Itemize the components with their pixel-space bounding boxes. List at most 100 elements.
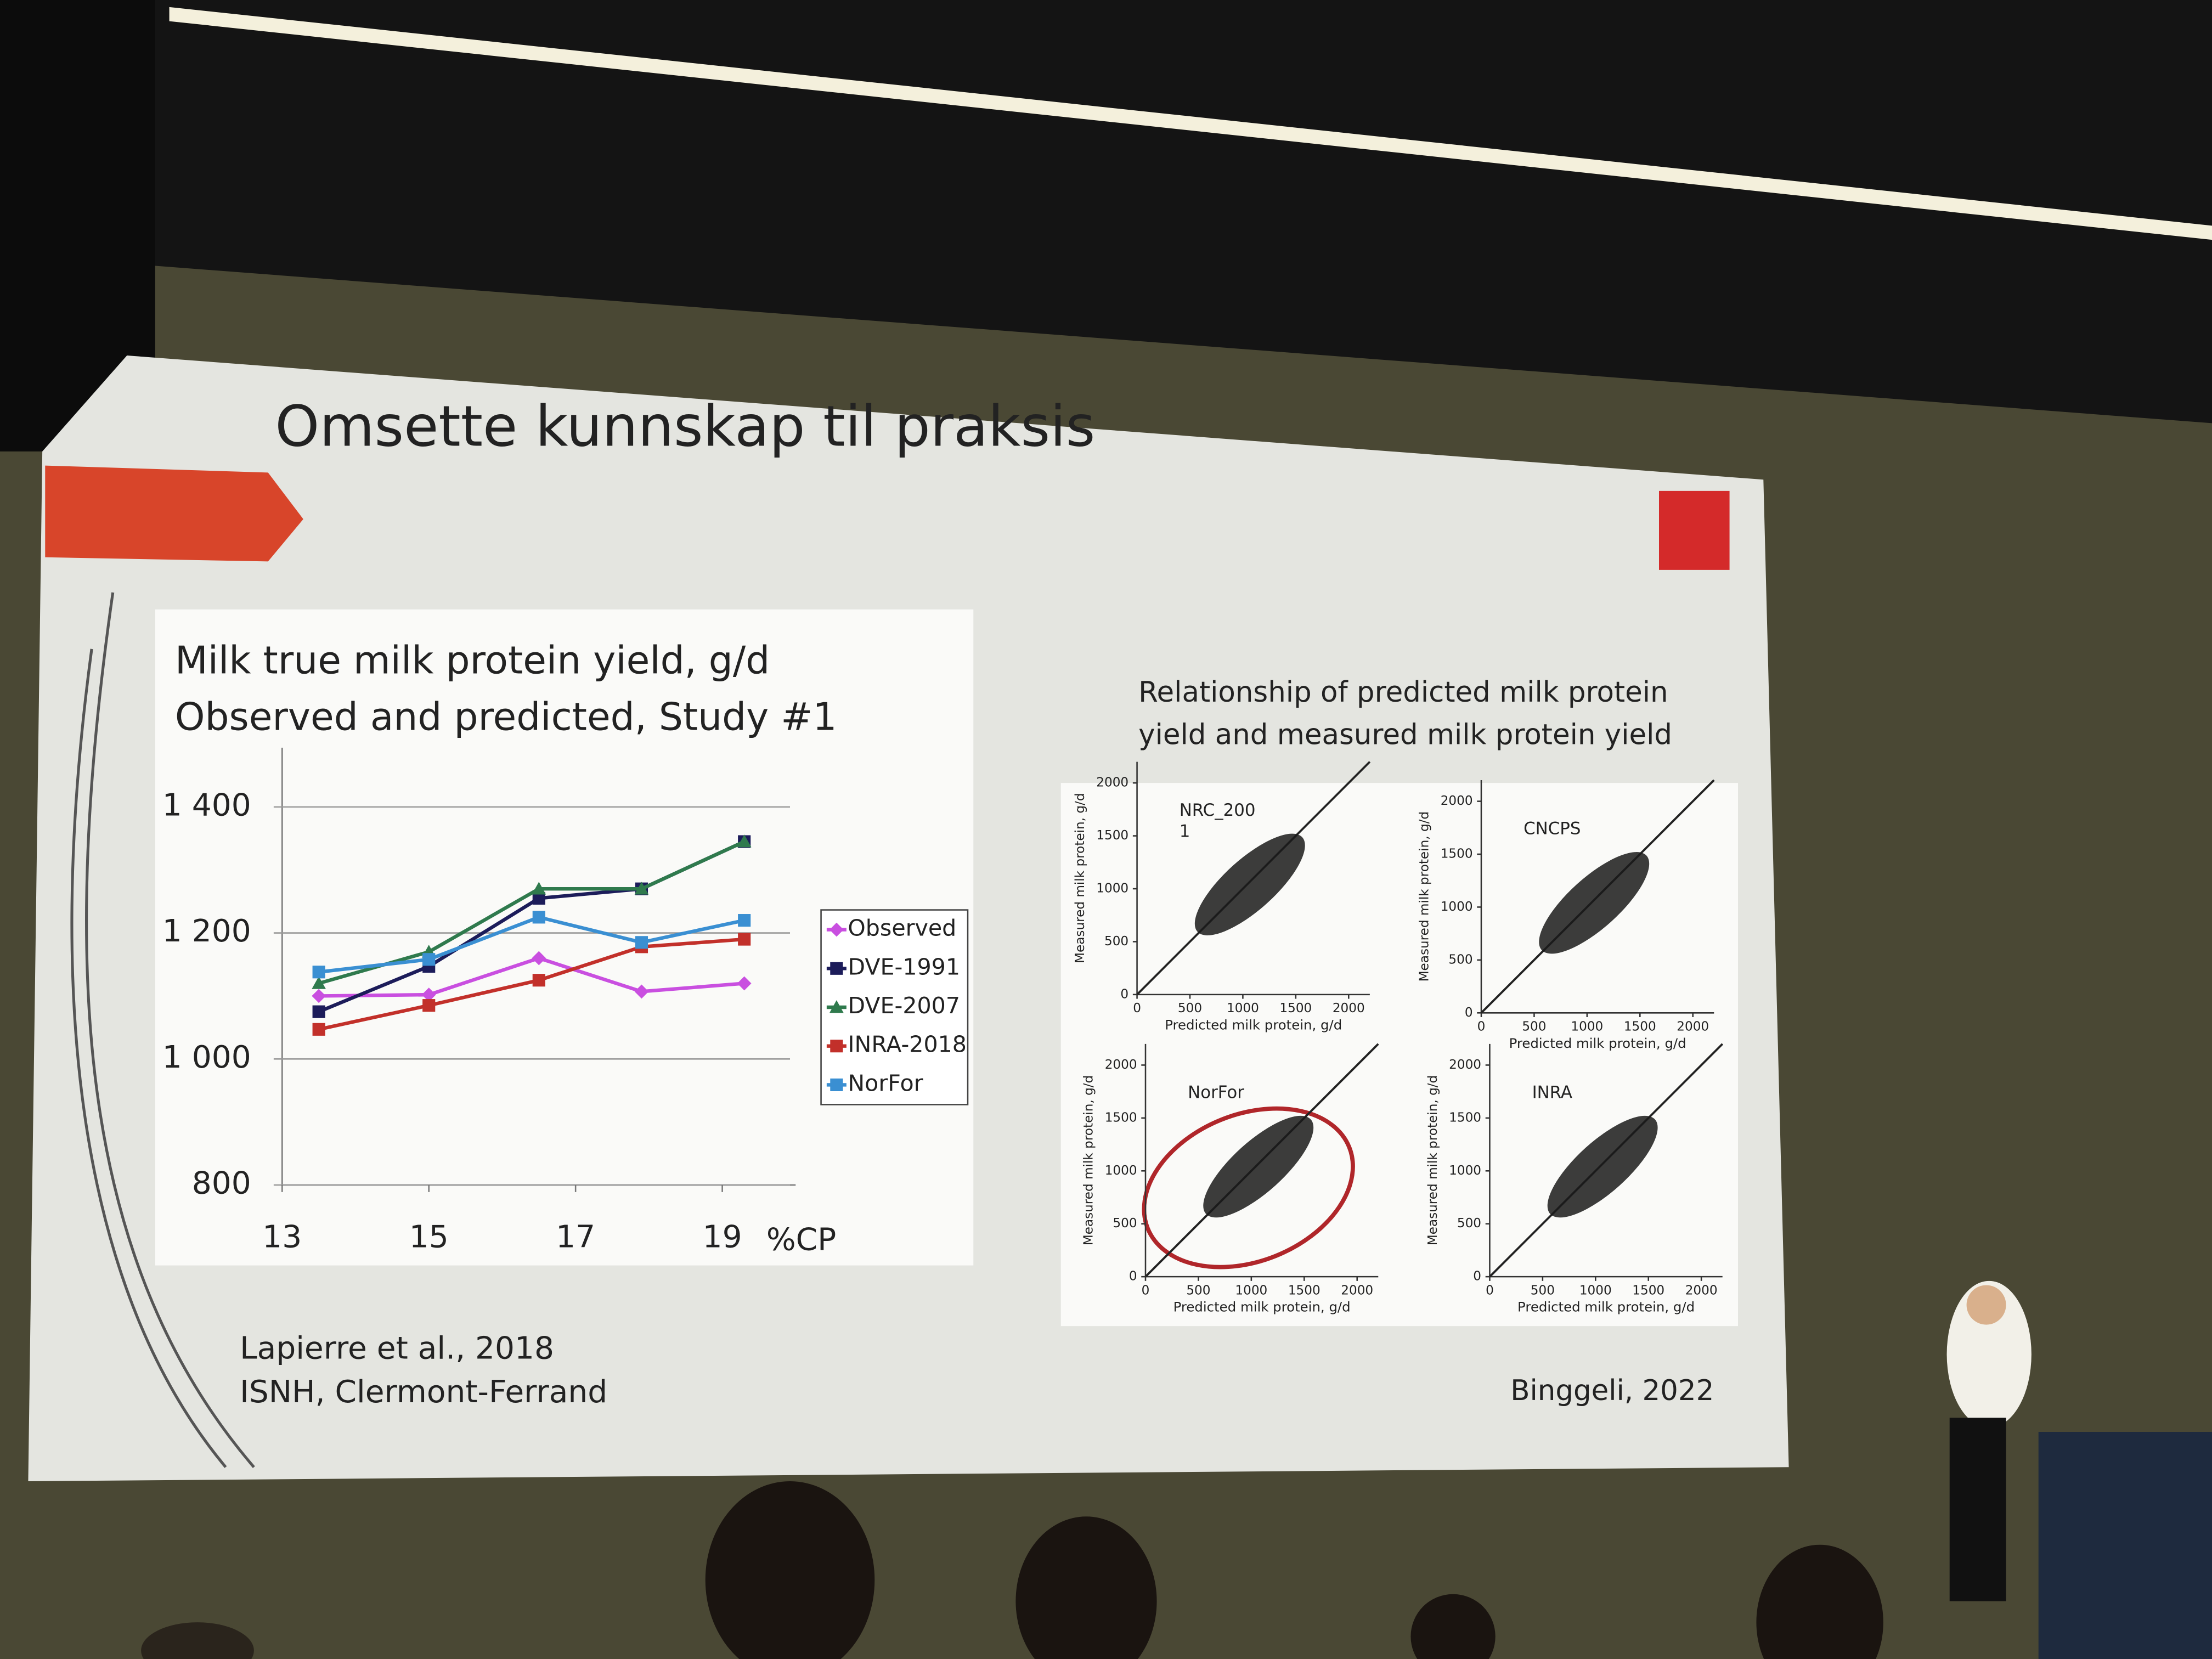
right-title: yield and measured milk protein yield (1138, 718, 1672, 751)
marker (312, 966, 325, 979)
marker (312, 1023, 325, 1036)
y-tick-label: 500 (1113, 1216, 1137, 1231)
legend-label: Observed (848, 915, 956, 941)
y-tick-label: 1 200 (162, 913, 251, 949)
ceiling-light (169, 7, 2212, 240)
y-tick-label: 0 (1129, 1269, 1137, 1284)
y-axis-label: Measured milk protein, g/d (1073, 793, 1087, 963)
y-tick-label: 2000 (1441, 794, 1473, 808)
marker (422, 999, 436, 1012)
y-tick-label: 1 000 (162, 1039, 251, 1075)
marker (738, 933, 751, 946)
y-tick-label: 1000 (1096, 882, 1128, 896)
y-tick-label: 0 (1120, 987, 1128, 1001)
x-tick-label: 19 (703, 1218, 742, 1255)
marker (830, 1078, 843, 1091)
marker (738, 914, 751, 927)
y-tick-label: 500 (1104, 934, 1128, 949)
y-tick-label: 1500 (1105, 1110, 1137, 1125)
legend-label: NorFor (848, 1070, 923, 1096)
x-tick-label: 500 (1531, 1283, 1555, 1297)
x-tick-label: 1500 (1279, 1001, 1312, 1015)
audience (705, 1481, 875, 1659)
y-axis-label: Measured milk protein, g/d (1426, 1075, 1440, 1245)
panel-title: INRA (1532, 1082, 1572, 1102)
x-tick-label: 0 (1486, 1283, 1494, 1297)
marker (634, 882, 649, 895)
marker (830, 962, 843, 975)
marker (532, 891, 545, 905)
slide-decoration (70, 592, 255, 1468)
chart-title: Milk true milk protein yield, g/d (175, 639, 770, 683)
y-tick-label: 1500 (1449, 1110, 1481, 1125)
podium (2038, 1432, 2212, 1659)
y-tick-label: 500 (1457, 1216, 1481, 1231)
x-tick-label: 1000 (1227, 1001, 1259, 1015)
ceiling (0, 0, 2212, 424)
x-tick-label: 13 (262, 1218, 302, 1255)
marker (830, 1040, 843, 1053)
x-tick-label: 500 (1522, 1020, 1546, 1034)
source: ISNH, Clermont-Ferrand (240, 1374, 607, 1410)
marker (532, 882, 546, 895)
x-tick-label: 1500 (1288, 1283, 1321, 1297)
audience (1410, 1594, 1496, 1659)
x-tick-label: 1000 (1579, 1283, 1612, 1297)
presenter-legs (1949, 1418, 2006, 1601)
marker (737, 834, 752, 848)
logo (1659, 490, 1730, 570)
x-axis-label: Predicted milk protein, g/d (1173, 1299, 1351, 1315)
y-tick-label: 800 (192, 1165, 251, 1201)
x-tick-label: 0 (1477, 1020, 1486, 1034)
presenter-head (1966, 1285, 2006, 1325)
y-tick-label: 1000 (1105, 1164, 1137, 1178)
x-tick-label: 1500 (1624, 1020, 1656, 1034)
marker (532, 911, 545, 924)
y-tick-label: 2000 (1105, 1058, 1137, 1072)
point-cloud (1203, 1115, 1314, 1218)
x-axis-label: %CP (766, 1221, 836, 1257)
y-tick-label: 500 (1448, 952, 1472, 967)
marker (312, 989, 326, 1003)
y-tick-label: 2000 (1449, 1058, 1481, 1072)
legend-label: DVE-1991 (848, 953, 960, 980)
marker (312, 1005, 325, 1018)
y-tick-label: 1500 (1096, 828, 1128, 843)
source: Binggeli, 2022 (1510, 1374, 1714, 1407)
audience (1756, 1544, 1883, 1659)
x-axis-label: Predicted milk protein, g/d (1509, 1035, 1686, 1051)
x-tick-label: 500 (1186, 1283, 1210, 1297)
legend-label: DVE-2007 (848, 992, 960, 1019)
y-tick-label: 1000 (1441, 900, 1473, 914)
source: Lapierre et al., 2018 (240, 1330, 554, 1366)
point-cloud (1539, 852, 1650, 954)
y-tick-label: 1500 (1441, 847, 1473, 861)
x-tick-label: 1000 (1571, 1020, 1603, 1034)
point-cloud (1547, 1115, 1658, 1218)
x-tick-label: 2000 (1685, 1283, 1718, 1297)
audience (141, 1622, 254, 1659)
y-tick-label: 1000 (1449, 1164, 1481, 1178)
x-tick-label: 2000 (1333, 1001, 1365, 1015)
x-tick-label: 0 (1133, 1001, 1141, 1015)
marker (830, 922, 844, 937)
highlight-circle (1142, 1106, 1355, 1269)
right-title: Relationship of predicted milk protein (1138, 676, 1668, 709)
y-tick-label: 1 400 (162, 787, 251, 823)
marker (635, 936, 648, 949)
x-axis-label: Predicted milk protein, g/d (1165, 1017, 1342, 1032)
y-axis-label: Measured milk protein, g/d (1082, 1075, 1096, 1245)
marker (737, 976, 752, 991)
x-tick-label: 17 (556, 1218, 595, 1255)
marker (634, 984, 649, 999)
y-axis-label: Measured milk protein, g/d (1418, 811, 1432, 981)
marker (532, 974, 545, 987)
x-tick-label: 2000 (1677, 1020, 1709, 1034)
panel-title: 1 (1180, 822, 1190, 842)
y-tick-label: 0 (1465, 1006, 1473, 1020)
marker (421, 988, 436, 1002)
marker (830, 1000, 844, 1013)
panel-title: NRC_200 (1180, 800, 1256, 820)
